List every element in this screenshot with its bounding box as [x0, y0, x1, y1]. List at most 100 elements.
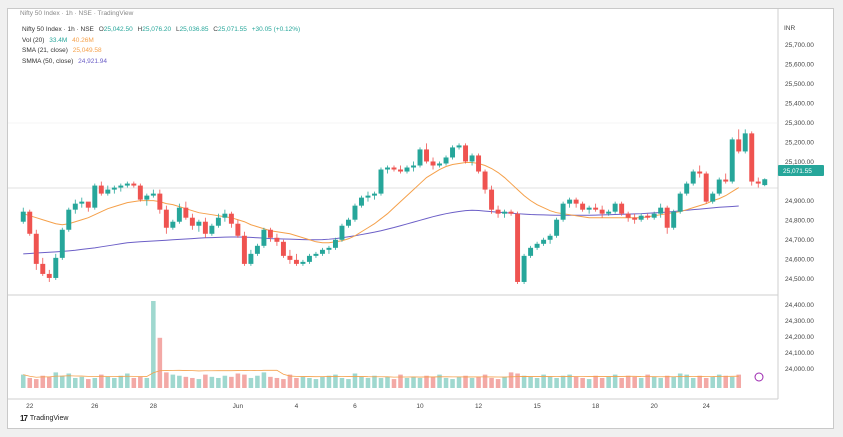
volume-bar	[580, 377, 585, 388]
volume-bar	[411, 376, 416, 388]
candle-body	[352, 205, 358, 220]
volume-bar	[508, 372, 514, 388]
chart-canvas[interactable]: INR 25,700.00 25,600.00 25,500.00 25,400.00 2…	[8, 9, 833, 428]
candle-body	[476, 155, 482, 172]
last-price-badge-text: 25,071.55	[783, 168, 812, 175]
ohlc-c: 25,071.55	[218, 26, 247, 33]
candle-body	[202, 221, 208, 234]
time-tick-label: 10	[416, 403, 424, 410]
volume-bar	[651, 376, 657, 388]
volume-bar	[118, 375, 124, 388]
currency-label: INR	[784, 25, 796, 32]
ohlc-change: +30.05 (+0.12%)	[251, 26, 301, 33]
time-tick-label: 18	[592, 403, 600, 410]
volume-bar	[261, 372, 267, 388]
candle-body	[456, 145, 462, 148]
volume-bar	[294, 377, 299, 388]
candle-body	[40, 263, 46, 274]
candle-body	[417, 149, 423, 166]
candle-body	[658, 207, 664, 214]
volume-bar	[339, 377, 345, 388]
last-price-badge: 25,071.55	[778, 165, 824, 176]
volume-bar	[144, 377, 150, 388]
volume-bar	[320, 376, 325, 388]
price-axis[interactable]: INR 25,700.00 25,600.00 25,500.00 25,400.00 2…	[784, 25, 814, 373]
chart-frame: INR 25,700.00 25,600.00 25,500.00 25,400.00 2…	[7, 8, 834, 429]
volume-bar	[333, 374, 338, 388]
candle-body	[280, 241, 286, 256]
time-tick-label: 4	[295, 403, 299, 410]
volume-bar	[177, 375, 182, 388]
candle-body	[222, 213, 228, 218]
volume-bar	[606, 376, 611, 388]
candle-body	[345, 219, 351, 226]
candle-body	[385, 167, 390, 170]
legend-title-row[interactable]: Nifty 50 Index · 1h · NSE O25,042.50 H25…	[22, 25, 303, 36]
volume-bar	[385, 376, 390, 388]
candle-body	[430, 161, 436, 166]
event-marker-icon	[754, 372, 764, 382]
volume-bar	[86, 379, 91, 388]
volume-bar	[430, 376, 436, 388]
volume-bar	[151, 301, 156, 388]
volume-bar	[632, 376, 637, 388]
smma-50-line	[23, 205, 739, 255]
candle-body	[586, 207, 592, 210]
legend-volume-row[interactable]: Vol (20) 33.4M 40.26M	[22, 36, 303, 47]
volume-bar	[502, 376, 507, 388]
candle-body	[27, 211, 33, 234]
volume-bar	[554, 377, 559, 388]
candle-body	[443, 157, 449, 164]
volume-bar	[46, 376, 52, 388]
legend-smma-row[interactable]: SMMA (50, close) 24,921.94	[22, 57, 303, 68]
candle-body	[365, 195, 371, 198]
price-tick-label: 24,100.00	[785, 350, 814, 357]
candle-body	[378, 169, 384, 194]
last-price-badge-bg	[778, 165, 824, 176]
tradingview-logo[interactable]: 17 TradingView	[20, 414, 68, 423]
symbol-title[interactable]: Nifty 50 Index · 1h · NSE	[22, 26, 94, 33]
volume-bar	[573, 376, 579, 388]
candle-body	[20, 211, 26, 222]
volume-bar	[255, 375, 260, 388]
price-tick-label: 24,600.00	[785, 257, 814, 264]
candle-body	[196, 221, 202, 226]
price-tick-label: 25,700.00	[785, 42, 814, 49]
volume-bar	[216, 377, 221, 388]
volume-bar	[307, 377, 312, 388]
volume-bar	[164, 372, 169, 388]
time-tick-label: 22	[26, 403, 34, 410]
candle-body	[664, 207, 670, 228]
ohlc-h: 25,076.20	[142, 26, 172, 33]
volume-bar	[710, 376, 715, 388]
volume-bar	[92, 377, 98, 388]
candle-body	[306, 255, 312, 262]
time-tick-label: 28	[150, 403, 158, 410]
volume-bar	[131, 377, 137, 388]
volume-bar	[482, 374, 488, 388]
volume-bar	[235, 373, 241, 388]
sma-label: SMA (21, close)	[22, 47, 68, 54]
price-tick-label: 25,300.00	[785, 120, 814, 127]
volume-bar	[541, 374, 546, 388]
candle-body	[521, 255, 527, 282]
volume-bar	[157, 337, 163, 388]
volume-bar	[33, 379, 39, 388]
volume-bar	[450, 379, 455, 388]
volume-bar	[521, 375, 527, 388]
volume-bar	[352, 373, 358, 388]
candle-body	[248, 253, 254, 264]
legend-sma-row[interactable]: SMA (21, close) 25,049.58	[22, 46, 303, 57]
volume-bar	[274, 377, 280, 388]
volume-bar	[684, 374, 689, 388]
volume-bar	[567, 374, 572, 388]
price-tick-label: 25,500.00	[785, 81, 814, 88]
price-tick-label: 25,100.00	[785, 159, 814, 166]
volume-bar	[99, 374, 104, 388]
volume-ma-line	[23, 369, 739, 378]
candle-body	[554, 219, 560, 236]
candle-body	[469, 155, 475, 162]
candle-body	[33, 233, 39, 264]
ohlc-o: 25,042.50	[103, 26, 133, 33]
time-axis[interactable]: 22 26 28 Jun 4 6 10 12 15 18 20 24	[26, 403, 710, 410]
